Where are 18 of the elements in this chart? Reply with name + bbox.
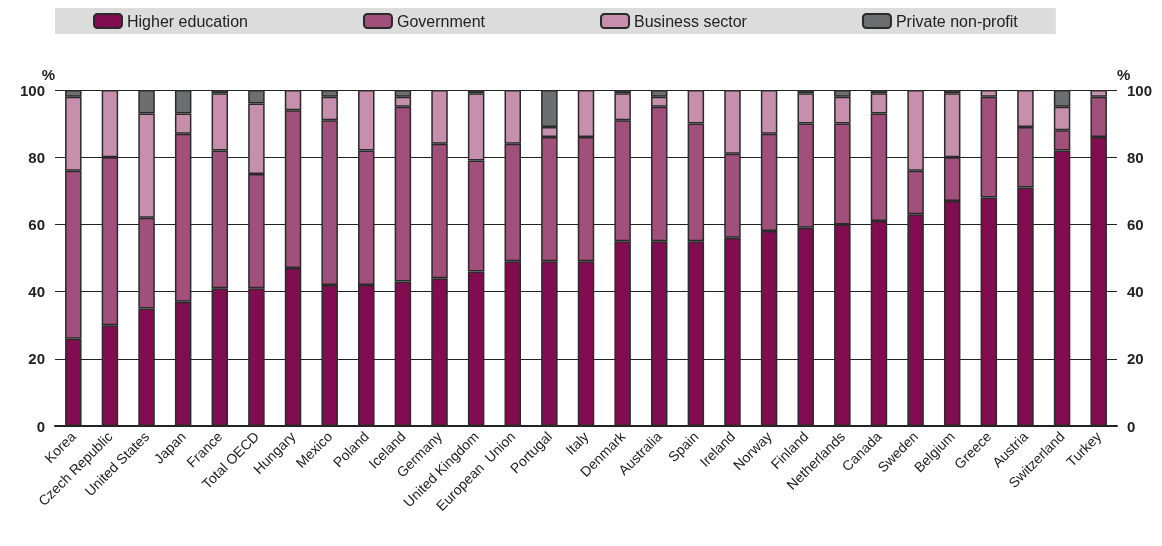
- y2-axis-title: %: [1117, 66, 1131, 83]
- legend-label: Business sector: [634, 12, 748, 30]
- y-tick-label: 40: [28, 283, 45, 301]
- legend-label: Higher education: [127, 12, 248, 30]
- y-tick-label: 80: [28, 148, 45, 166]
- y-tick-label: 0: [36, 417, 45, 435]
- y-tick-label: 100: [19, 81, 45, 99]
- legend-label: Government: [396, 12, 486, 30]
- y-tick-label: 60: [28, 215, 45, 233]
- y2-tick-label: 100: [1127, 81, 1153, 99]
- y2-tick-label: 40: [1127, 283, 1144, 301]
- y-tick-label: 20: [28, 350, 45, 368]
- y2-tick-label: 80: [1127, 148, 1144, 166]
- y2-tick-label: 0: [1127, 417, 1136, 435]
- y-axis-title: %: [41, 66, 55, 83]
- y2-tick-label: 20: [1127, 350, 1144, 368]
- y2-tick-label: 60: [1127, 215, 1144, 233]
- legend-label: Private non-profit: [895, 12, 1019, 30]
